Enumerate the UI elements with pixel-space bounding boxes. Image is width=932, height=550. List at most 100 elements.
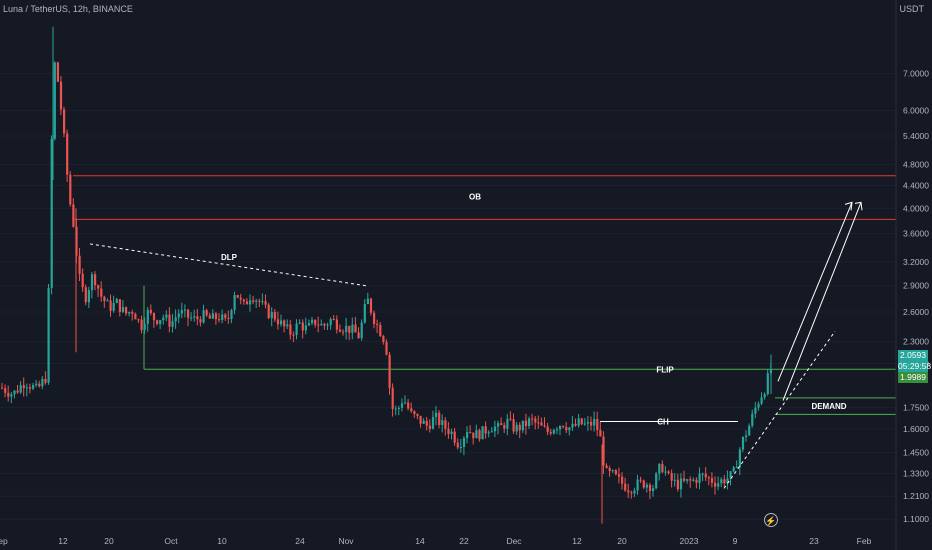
candle-body	[4, 388, 7, 393]
candle-body	[25, 387, 28, 389]
candle-body	[35, 383, 38, 386]
annotation-label: OB	[469, 193, 481, 202]
candle-body	[283, 320, 286, 327]
candle-body	[7, 392, 10, 397]
support-trendline	[723, 331, 836, 489]
arrow-head	[854, 201, 863, 211]
candle-body	[614, 470, 617, 475]
candle-body	[543, 425, 546, 427]
candle-body	[97, 285, 100, 289]
candle-body	[19, 385, 22, 393]
candle-body	[757, 403, 760, 408]
x-tick-label: 22	[459, 536, 469, 546]
candle-body	[497, 423, 500, 427]
candle-body	[661, 463, 664, 473]
annotation-label: FLIP	[656, 365, 674, 374]
candle-body	[109, 300, 112, 311]
candle-body	[599, 430, 602, 437]
y-tick-label: 4.0000	[903, 203, 929, 213]
candle-body	[416, 413, 419, 416]
candle-body	[59, 81, 63, 110]
currency-label: USDT	[899, 4, 925, 14]
candle-body	[444, 420, 447, 429]
symbol-title: Luna / TetherUS, 12h, BINANCE	[3, 4, 133, 14]
x-axis: ep 12 20 Oct 10 24 Nov 14 22 Dec 12 20 2023 9 23 Feb	[0, 536, 872, 546]
candle-body	[63, 109, 66, 134]
candle-body	[748, 425, 751, 436]
candle-body	[621, 476, 624, 484]
candles	[1, 26, 772, 524]
lightning-icon[interactable]: ⚡	[764, 513, 778, 527]
candle-body	[50, 138, 53, 288]
candle-body	[667, 471, 670, 474]
candle-body	[562, 426, 565, 428]
candle-body	[233, 295, 236, 311]
candle-body	[577, 418, 580, 426]
candle-body	[450, 431, 453, 435]
candle-body	[242, 299, 245, 302]
x-tick-label: 14	[415, 536, 425, 546]
candle-body	[611, 470, 614, 472]
candle-body	[28, 387, 32, 389]
candle-body	[47, 287, 50, 383]
candle-body	[717, 483, 720, 487]
candle-body	[366, 298, 369, 305]
candle-body	[168, 314, 171, 327]
candle-body	[311, 319, 314, 324]
candle-body	[314, 319, 317, 325]
candle-body	[565, 426, 568, 431]
candle-body	[196, 316, 199, 320]
candle-body	[537, 422, 540, 424]
candle-body	[714, 482, 717, 487]
annotation-label: CH	[657, 418, 669, 427]
annotation-label: DLP	[221, 253, 238, 262]
candle-body	[453, 431, 456, 443]
candle-body	[245, 301, 249, 305]
candle-body	[78, 255, 81, 274]
y-tick-label: 3.6000	[903, 229, 929, 239]
candle-body	[348, 325, 351, 333]
candle-body	[125, 307, 128, 314]
candle-body	[270, 312, 273, 319]
candle-body	[630, 492, 633, 494]
candle-body	[704, 473, 707, 478]
candle-body	[546, 426, 549, 432]
candle-body	[44, 378, 47, 383]
candle-body	[692, 479, 695, 481]
candle-body	[329, 319, 332, 325]
candle-body	[307, 323, 311, 326]
candle-body	[515, 424, 518, 432]
candle-body	[435, 412, 438, 418]
candle-body	[441, 420, 444, 425]
candle-body	[159, 320, 162, 324]
projection-arrow	[777, 202, 853, 382]
candle-body	[549, 431, 552, 434]
candle-body	[590, 422, 593, 426]
candle-body	[431, 417, 435, 429]
candle-body	[121, 307, 125, 312]
candle-body	[146, 309, 149, 324]
candle-body	[596, 419, 599, 431]
x-tick-label: Feb	[857, 536, 872, 546]
candle-body	[249, 300, 252, 305]
candle-body	[193, 316, 196, 318]
candle-body	[438, 412, 441, 425]
candle-body	[295, 323, 298, 335]
y-tick-label: 1.6000	[903, 424, 929, 434]
candle-body	[617, 474, 621, 477]
candle-body	[273, 312, 276, 320]
candle-body	[53, 62, 56, 139]
candle-body	[162, 317, 165, 321]
x-tick-label: 12	[572, 536, 582, 546]
candle-body	[338, 329, 342, 332]
y-tick-label: 2.6000	[903, 307, 929, 317]
candle-body	[419, 415, 422, 424]
x-tick-label: 24	[295, 536, 305, 546]
candle-body	[670, 473, 673, 481]
y-tick-label: 1.3300	[903, 468, 929, 478]
candle-body	[574, 423, 577, 426]
candle-body	[568, 427, 571, 431]
candle-body	[289, 324, 292, 335]
